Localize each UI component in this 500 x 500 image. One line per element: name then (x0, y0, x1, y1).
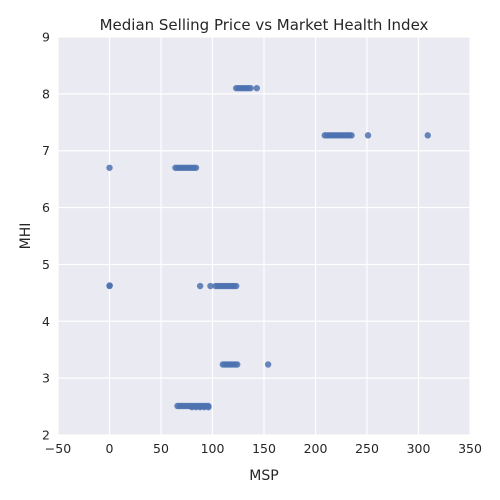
chart-title: Median Selling Price vs Market Health In… (100, 16, 429, 34)
data-point (196, 282, 204, 290)
x-axis-label: MSP (249, 468, 278, 484)
data-point (207, 282, 214, 290)
y-tick-label: 5 (42, 257, 50, 272)
x-tick-label: 150 (252, 441, 276, 456)
data-point (264, 361, 272, 368)
y-tick-labels: 2 3 4 5 6 7 8 9 (42, 30, 50, 443)
y-tick-label: 7 (42, 143, 50, 158)
y-tick-label: 8 (42, 86, 50, 101)
grid-lines (57, 36, 471, 436)
y-axis-label: MHI (18, 223, 34, 250)
y-tick-label: 4 (42, 314, 50, 329)
x-tick-label: 0 (106, 441, 114, 456)
y-tick-label: 6 (42, 200, 50, 215)
data-point (364, 132, 372, 139)
x-tick-label: 200 (304, 441, 328, 456)
y-tick-label: 9 (42, 30, 50, 45)
x-tick-label: 100 (201, 441, 225, 456)
data-point (348, 132, 355, 139)
x-tick-label: 350 (458, 441, 482, 456)
data-point (192, 164, 200, 171)
x-tick-labels: −50 0 50 100 150 200 250 300 350 (45, 441, 482, 456)
data-point (205, 403, 212, 411)
x-tick-label: −50 (45, 441, 71, 456)
data-points (106, 84, 431, 411)
y-tick-label: 2 (42, 428, 50, 443)
data-point (234, 361, 241, 368)
data-point (106, 282, 113, 289)
x-tick-label: 50 (153, 441, 169, 456)
x-tick-label: 250 (355, 441, 379, 456)
x-tick-label: 300 (407, 441, 431, 456)
data-point (247, 84, 254, 92)
data-point (232, 282, 240, 290)
data-point (106, 164, 113, 171)
data-point (424, 132, 431, 139)
y-tick-label: 3 (42, 371, 50, 386)
data-point (253, 84, 260, 92)
